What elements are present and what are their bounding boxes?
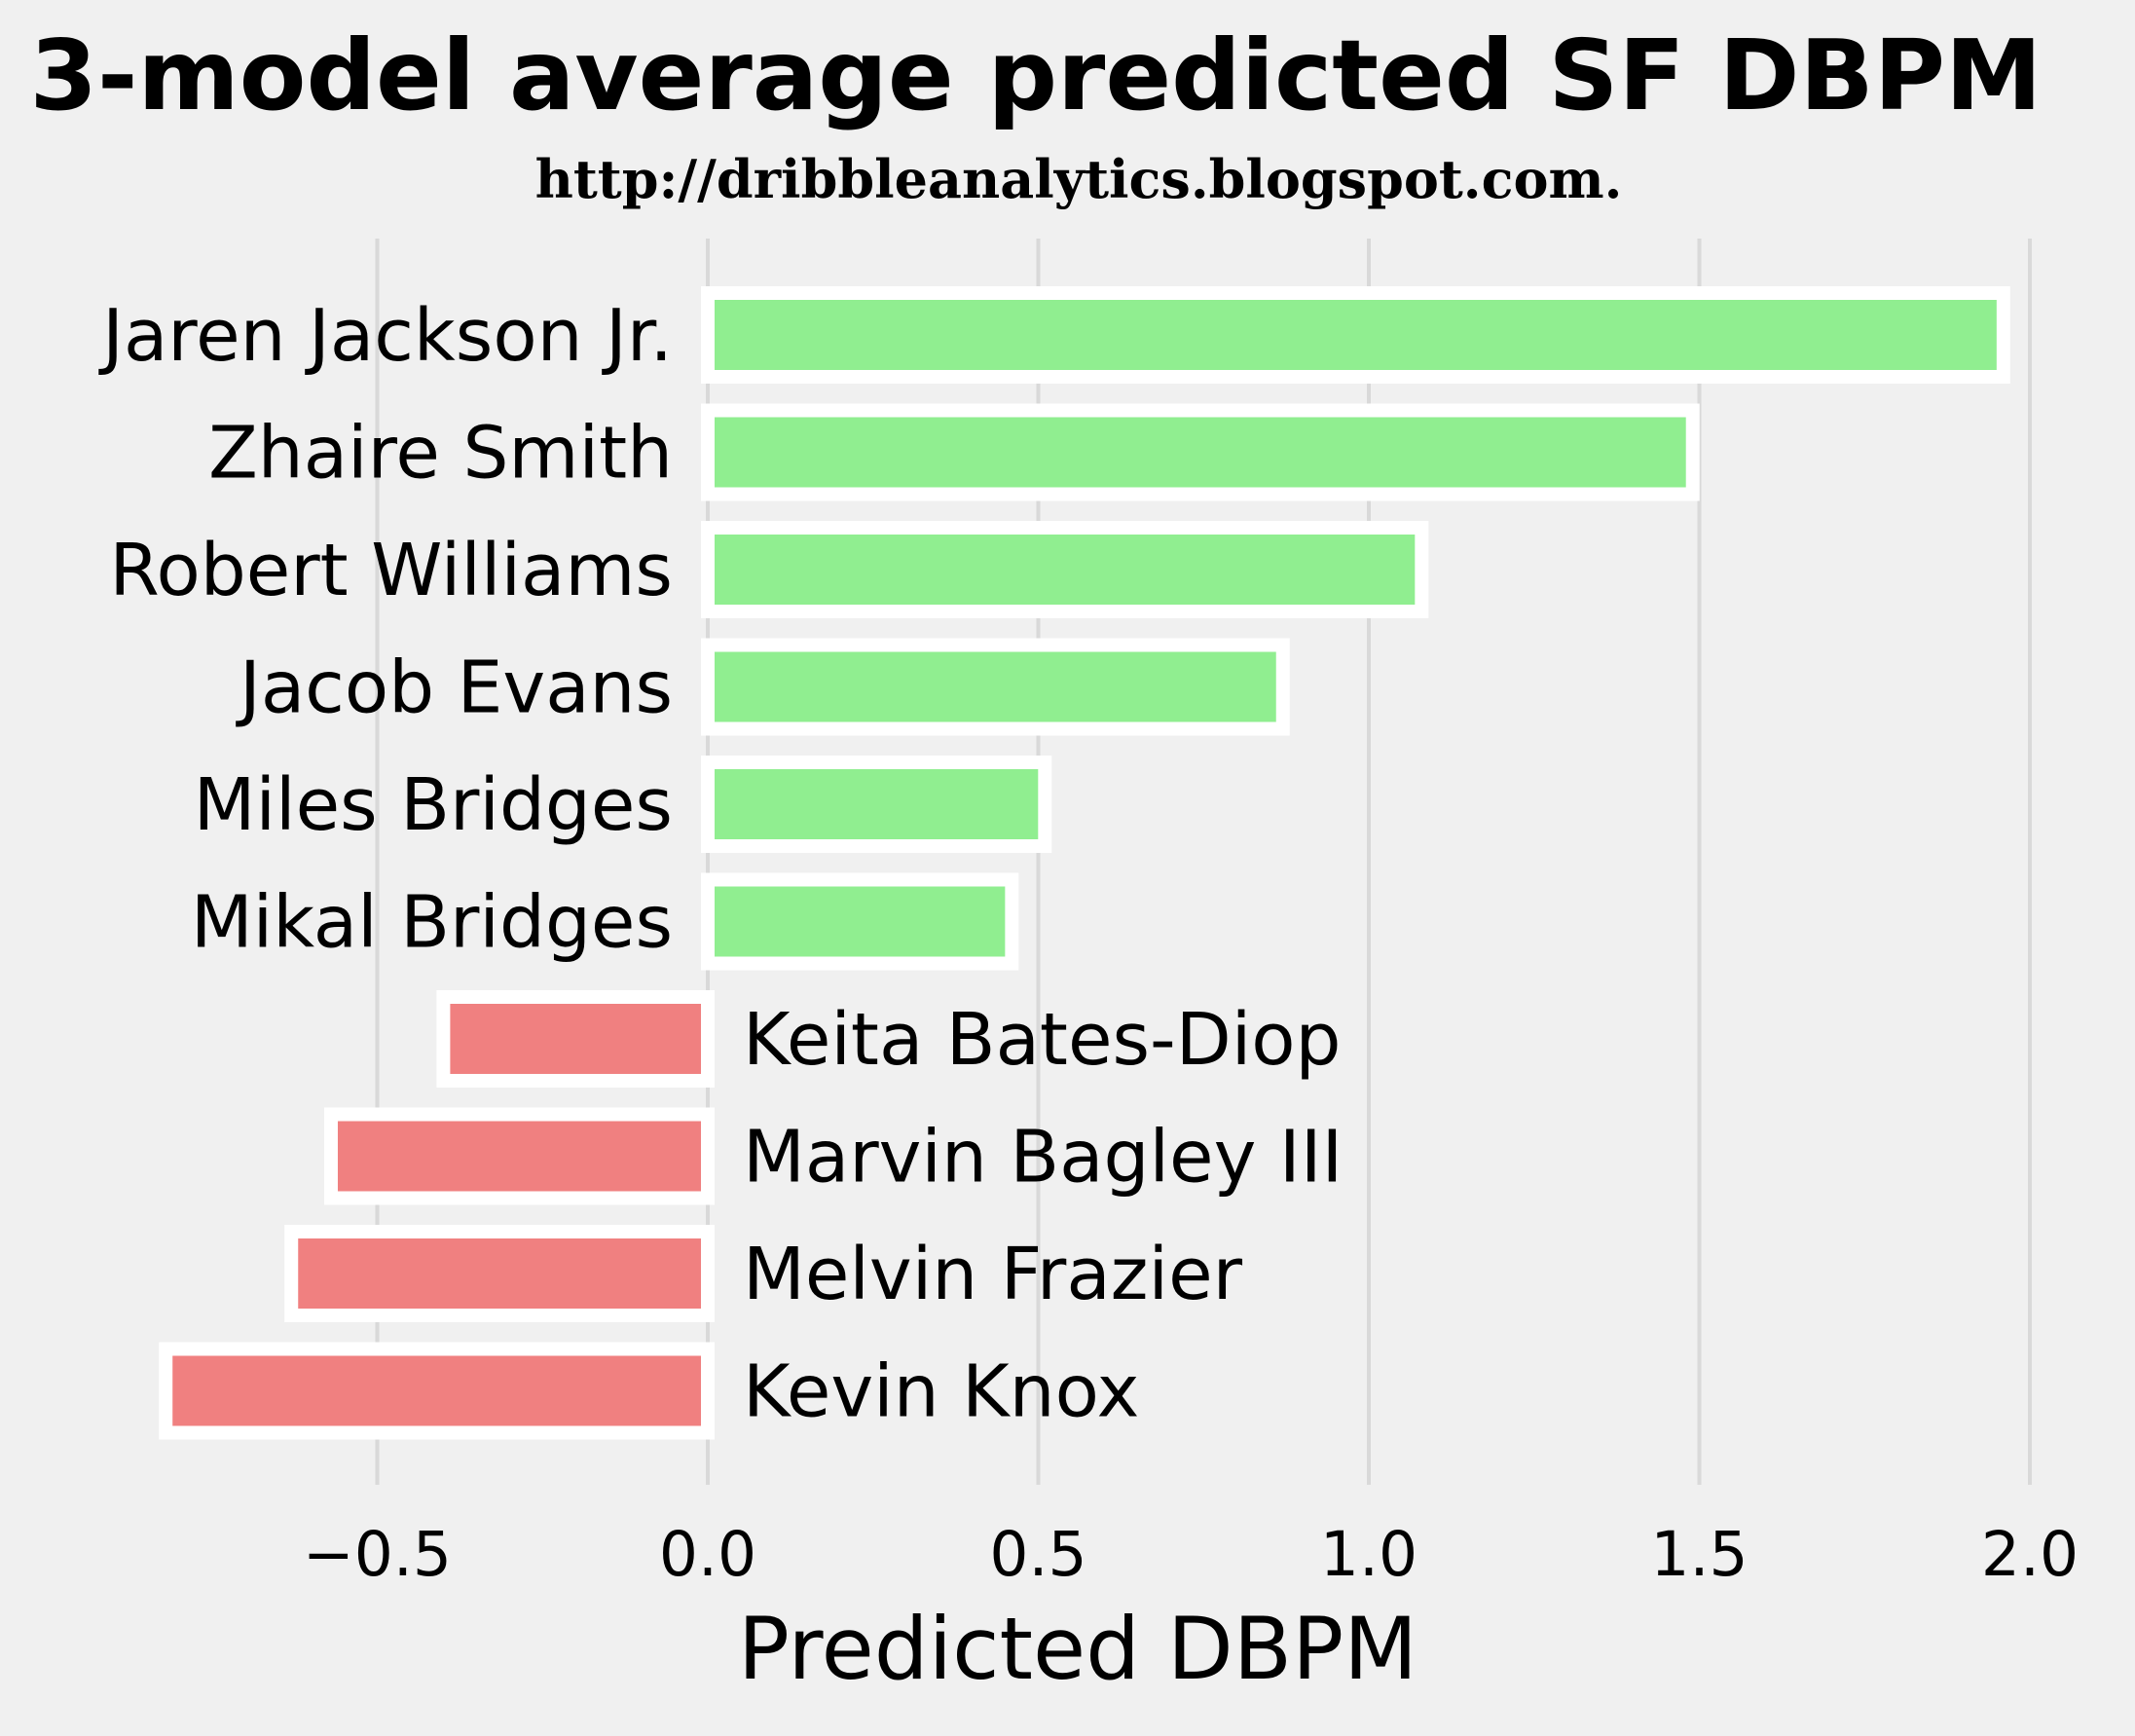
bar-keita-bates-diop [436,990,715,1088]
bar-zhaire-smith [701,403,1700,501]
bar-mikal-bridges [701,872,1019,971]
bars [159,286,2010,1440]
chart-subtitle: http://dribbleanalytics.blogspot.com. [535,148,1623,210]
bar-label-mikal-bridges: Mikal Bridges [191,881,673,965]
chart-title: 3-model average predicted SF DBPM [29,18,2042,132]
bar-kevin-knox [159,1342,716,1440]
bar-jacob-evans [701,638,1290,736]
bar-miles-bridges [701,756,1052,853]
bar-label-zhaire-smith: Zhaire Smith [208,412,673,496]
bar-label-melvin-frazier: Melvin Frazier [743,1233,1243,1316]
bar-marvin-bagley-iii [323,1107,715,1205]
x-tick-label: 1.0 [1320,1519,1417,1590]
bar-label-jaren-jackson-jr: Jaren Jackson Jr. [98,294,673,378]
x-tick-label: 0.0 [659,1519,756,1590]
bar-jaren-jackson-jr [701,286,2010,384]
bar-robert-williams [701,521,1429,618]
bar-label-marvin-bagley-iii: Marvin Bagley III [743,1116,1343,1200]
bar-melvin-frazier [284,1225,715,1322]
x-tick-label: 0.5 [989,1519,1086,1590]
x-axis-ticks: −0.5 0.0 0.5 1.0 1.5 2.0 [303,1519,2079,1590]
x-tick-label: 2.0 [1981,1519,2079,1590]
x-tick-label: 1.5 [1650,1519,1748,1590]
bar-label-miles-bridges: Miles Bridges [194,763,673,847]
x-tick-label: −0.5 [303,1519,452,1590]
bar-label-kevin-knox: Kevin Knox [743,1350,1139,1434]
bar-label-robert-williams: Robert Williams [109,529,673,612]
bar-label-jacob-evans: Jacob Evans [236,646,673,730]
bar-labels: Jaren Jackson Jr. Zhaire Smith Robert Will… [98,294,1343,1434]
bar-label-keita-bates-diop: Keita Bates-Diop [743,998,1342,1082]
x-axis-label: Predicted DBPM [738,1599,1417,1699]
